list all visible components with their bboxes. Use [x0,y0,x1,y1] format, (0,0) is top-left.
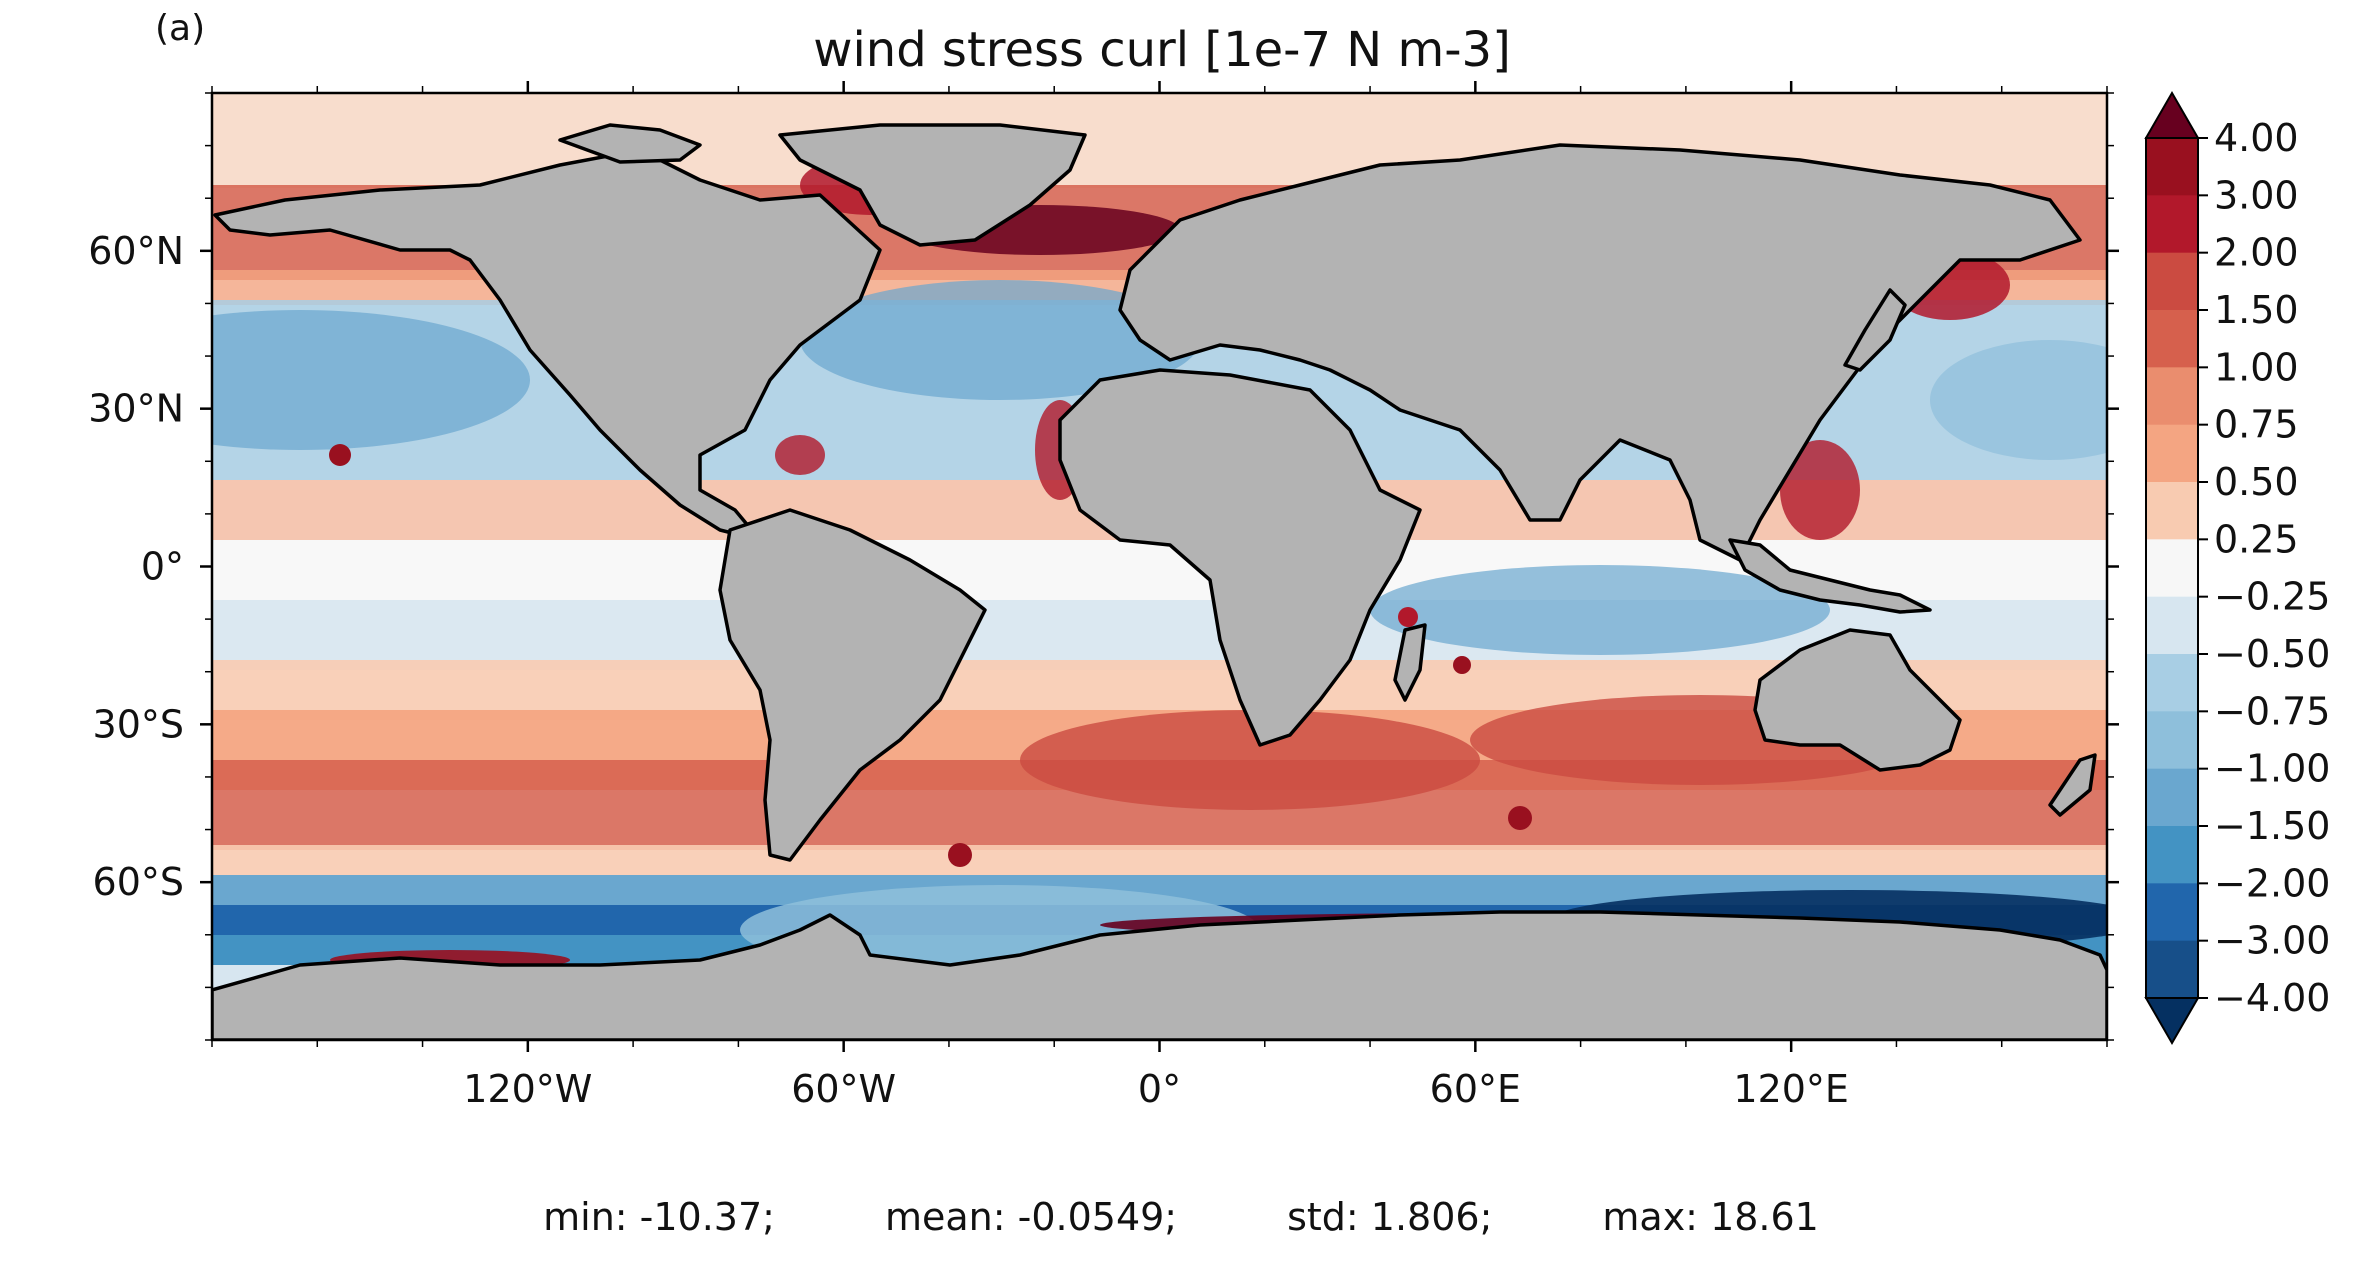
colorbar-bin [2146,138,2198,196]
colorbar-tick-label: 3.00 [2214,173,2299,217]
land-south-america [718,508,987,862]
stat-min: min: -10.37; [543,1195,775,1239]
stats-line: min: -10.37; mean: -0.0549; std: 1.806; max… [0,1195,2362,1239]
stat-max: max: 18.61 [1602,1195,1819,1239]
colorbar-bin [2146,482,2198,540]
land-eurasia [1118,143,2082,562]
land-arctic-islands [558,123,702,164]
colorbar-tick-label: −0.75 [2214,689,2330,733]
x-tick-label: 120°E [1733,1067,1849,1111]
y-tick-label: 30°N [88,387,184,431]
colorbar-tick-label: 1.50 [2214,288,2299,332]
colorbar-bin [2146,367,2198,426]
x-tick-label: 60°E [1430,1067,1521,1111]
land-indonesia [1728,538,1932,614]
colorbar-tick-label: 4.00 [2214,116,2299,160]
y-tick-label: 30°S [93,702,184,746]
y-tick-label: 0° [141,545,184,589]
land-madagascar [1393,623,1427,702]
map-title: wind stress curl [1e-7 N m-3] [813,22,1511,78]
panel-label: (a) [155,8,206,49]
colorbar-tick-label: −4.00 [2214,976,2330,1020]
colorbar-tick-label: −3.00 [2214,919,2330,963]
south-transition [212,845,2107,880]
x-tick-label: 0° [1138,1067,1181,1111]
land-africa [1058,368,1422,747]
stat-std: std: 1.806; [1287,1195,1493,1239]
colorbar-extend-min [2144,997,2200,1045]
x-axis-ticks: 120°W 60°W 0° 60°E 120°E [211,81,2108,1111]
colorbar-extend-max [2144,91,2200,139]
colorbar-tick-label: 0.75 [2214,403,2299,447]
colorbar-tick-label: 2.00 [2214,231,2299,275]
colorbar-bin [2146,596,2198,655]
colorbar-bin [2146,539,2198,598]
colorbar-bin [2146,654,2198,712]
y-axis-ticks: 60°N 30°N 0° 30°S 60°S [88,92,2119,1041]
colorbar-tick-label: −2.00 [2214,861,2330,905]
map-area [212,93,2107,1040]
colorbar-tick-label: 0.25 [2214,517,2299,561]
land-antarctica [212,910,2107,1040]
colorbar-tick-label: −1.00 [2214,747,2330,791]
y-tick-label: 60°N [88,229,184,273]
colorbar-bin [2146,940,2198,999]
colorbar-bin [2146,252,2198,311]
colorbar-tick-label: 0.50 [2214,460,2299,504]
colorbar-tick-label: −0.50 [2214,632,2330,676]
colorbar-bin [2146,883,2198,942]
land-japan [1843,288,1907,372]
x-tick-label: 120°W [463,1067,592,1111]
colorbar-tick-label: −1.50 [2214,804,2330,848]
colorbar-tick-label: 1.00 [2214,345,2299,389]
colorbar-tick-label: −0.25 [2214,575,2330,619]
colorbar-bin [2146,195,2198,254]
stat-mean: mean: -0.0549; [884,1195,1178,1239]
land-new-zealand [2048,753,2097,817]
x-tick-label: 60°W [791,1067,896,1111]
land [212,123,2107,1040]
colorbar-bin [2146,711,2198,770]
colorbar-bin [2146,310,2198,368]
colorbar-bin [2146,826,2198,884]
land-australia [1753,628,1962,772]
y-tick-label: 60°S [93,860,184,904]
colorbar-bin [2146,424,2198,483]
colorbar-bin [2146,768,2198,827]
colorbar: 4.00 3.00 2.00 1.50 1.00 0.75 0.50 0.25 −0.25 −0.… [2144,91,2330,1045]
colorbar-frame [2145,137,2199,999]
land-greenland [778,123,1087,247]
